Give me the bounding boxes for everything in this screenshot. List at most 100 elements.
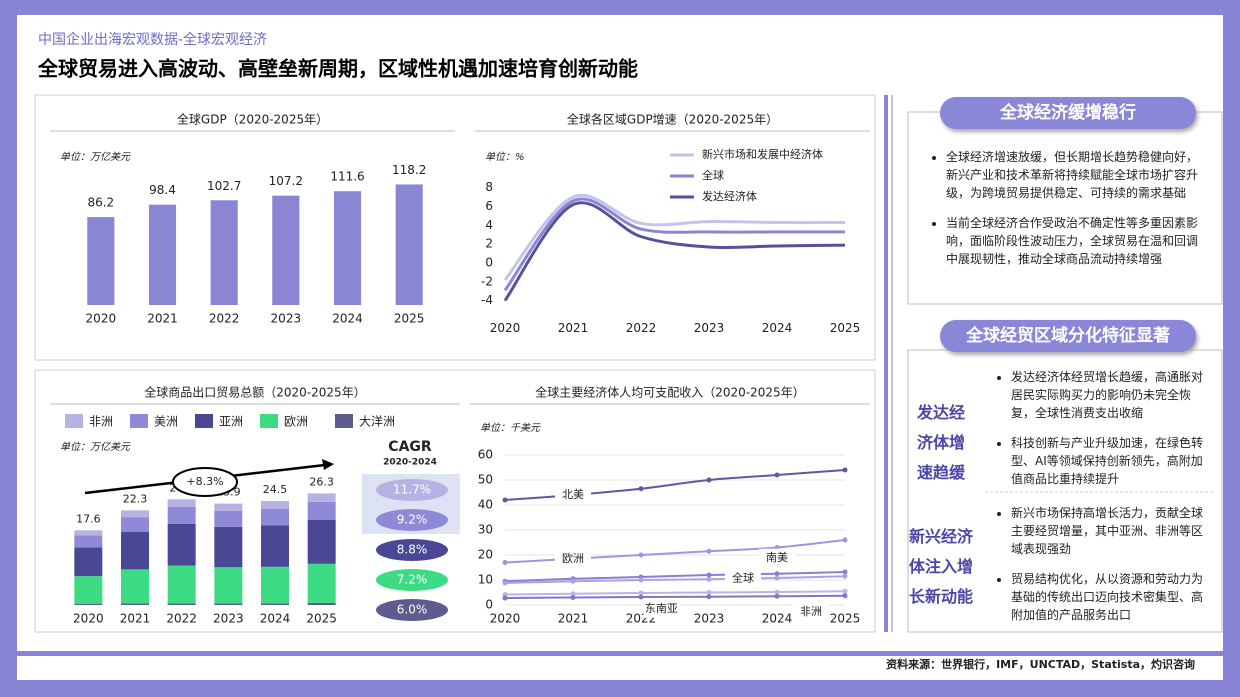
marker — [842, 467, 848, 473]
bar — [333, 191, 362, 305]
y-tick-label: 4 — [485, 218, 493, 232]
x-tick-label: 2024 — [332, 312, 363, 326]
x-tick-label: 2024 — [762, 612, 793, 626]
series-label: 北美 — [562, 488, 584, 501]
marker — [638, 577, 644, 583]
cagr-pill — [376, 599, 448, 621]
value-label: 102.7 — [207, 179, 241, 193]
marker — [570, 595, 576, 600]
bar — [395, 184, 423, 305]
y-tick-label: 8 — [485, 180, 493, 194]
panel-frame — [34, 94, 876, 361]
bar-segment — [167, 499, 196, 507]
line — [504, 571, 846, 583]
bar — [148, 204, 177, 305]
x-tick-label: 2020 — [73, 612, 104, 626]
y-tick-label: 50 — [478, 473, 493, 487]
series-label: 欧洲 — [562, 552, 584, 565]
y-tick-label: 20 — [478, 548, 493, 562]
bar-segment — [74, 530, 103, 536]
divider — [891, 95, 893, 632]
growth-badge — [172, 467, 238, 497]
marker — [706, 548, 712, 554]
chart-title: 全球主要经济体人均可支配收入（2020-2025年） — [535, 385, 804, 400]
bullet-list: 发达经济体经贸增长趋缓，高通胀对居民实际购买力的影响仍未完全恢复，全球性消费支出… — [995, 368, 1213, 500]
legend-label: 大洋洲 — [359, 414, 395, 429]
bar-segment — [261, 525, 289, 567]
x-tick-label: 2025 — [306, 612, 337, 626]
y-tick-label: 40 — [478, 498, 493, 512]
marker — [706, 594, 712, 600]
series-label: 南美 — [766, 551, 788, 564]
cagr-title: CAGR — [388, 439, 432, 455]
marker — [842, 573, 848, 579]
marker — [774, 589, 780, 595]
chart-title: 全球GDP（2020-2025年） — [177, 112, 328, 127]
series-label: 全球 — [732, 571, 754, 585]
bar-segment — [214, 526, 243, 568]
y-tick-label: -4 — [481, 293, 493, 307]
cagr-label: 6.0% — [397, 603, 428, 617]
total-label: 24.5 — [263, 483, 288, 496]
cagr-pill — [376, 539, 448, 561]
bar-segment — [74, 576, 103, 604]
footer-area — [17, 656, 1223, 680]
bar-segment — [167, 523, 196, 566]
marker — [774, 571, 780, 577]
panel-title: 全球经贸区域分化特征显著 — [940, 320, 1196, 352]
section-label: 新兴经济体注入增长新动能 — [908, 527, 973, 606]
marker — [842, 569, 848, 575]
x-tick-label: 2022 — [626, 321, 657, 335]
bar-segment — [261, 603, 289, 605]
cagr-label: 11.7% — [393, 483, 431, 497]
bullet: 贸易结构优化，从以资源和劳动力为基础的传统出口迈向技术密集型、高附加值的产品服务… — [1011, 570, 1213, 624]
unit-label: 单位：万亿美元 — [60, 151, 131, 163]
cagr-pill — [376, 569, 448, 591]
x-tick-label: 2023 — [694, 321, 725, 335]
x-tick-label: 2022 — [209, 312, 240, 326]
marker — [774, 575, 780, 581]
x-tick-label: 2025 — [830, 321, 861, 335]
y-tick-label: 0 — [485, 255, 493, 269]
marker — [638, 594, 644, 600]
cagr-label: 9.2% — [397, 513, 428, 527]
label-box — [725, 569, 761, 588]
bar-segment — [261, 501, 289, 509]
legend-swatch — [195, 414, 213, 428]
cagr-label: 7.2% — [397, 573, 428, 587]
y-tick-label: 30 — [478, 523, 493, 537]
bar-segment — [121, 532, 149, 570]
value-label: 98.4 — [149, 183, 176, 197]
value-label: 107.2 — [269, 174, 303, 188]
bar-segment — [121, 603, 149, 605]
x-tick-label: 2022 — [166, 612, 197, 626]
y-tick-label: 0 — [485, 598, 493, 612]
x-tick-label: 2021 — [558, 612, 589, 626]
unit-label: 单位：% — [485, 151, 525, 163]
bar — [87, 217, 115, 305]
line — [504, 575, 846, 584]
value-label: 118.2 — [392, 163, 426, 177]
bullet: 发达经济体经贸增长趋缓，高通胀对居民实际购买力的影响仍未完全恢复，全球性消费支出… — [1011, 368, 1213, 422]
cagr-period: 2020-2024 — [383, 458, 437, 468]
header-title: 全球贸易进入高波动、高壁垒新周期，区域性机遇加速培育创新动能 — [37, 57, 638, 81]
cagr-pill — [376, 509, 448, 531]
chart-title: 全球商品出口贸易总额（2020-2025年） — [144, 385, 365, 400]
value-label: 86.2 — [87, 196, 114, 210]
legend-label: 美洲 — [154, 415, 178, 429]
header-subtitle: 中国企业出海宏观数据-全球宏观经济 — [38, 31, 267, 48]
bullet: 新兴市场保持高增长活力，贡献全球主要经贸增量，其中亚洲、非洲等区域表现强劲 — [1011, 504, 1213, 558]
line — [504, 590, 846, 596]
marker — [502, 560, 508, 565]
marker — [842, 537, 848, 543]
bar — [272, 195, 300, 305]
label-box — [759, 548, 795, 567]
x-tick-label: 2021 — [558, 321, 589, 335]
marker — [774, 472, 780, 478]
marker — [706, 590, 712, 595]
divider — [884, 95, 888, 632]
legend-label: 非洲 — [89, 415, 113, 429]
source: 资料来源：世界银行，IMF，UNCTAD，Statista，灼识咨询 — [886, 657, 1195, 671]
x-tick-label: 2023 — [213, 612, 244, 626]
y-tick-label: 60 — [478, 448, 493, 462]
